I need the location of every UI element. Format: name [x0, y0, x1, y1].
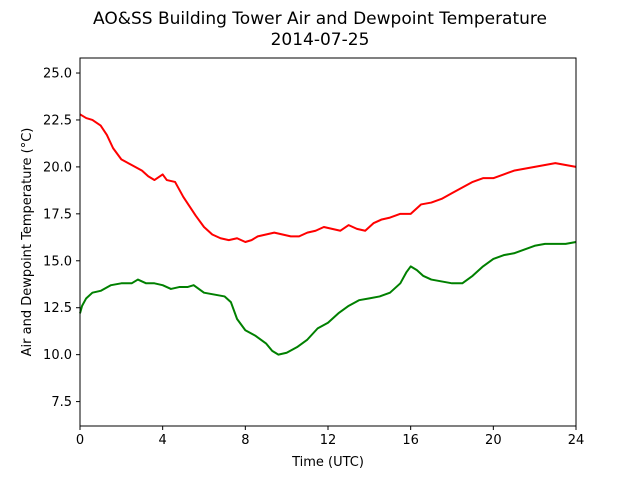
y-tick-label: 20.0	[43, 160, 72, 175]
series-line-0	[79, 113, 577, 243]
x-tick-label: 20	[485, 433, 502, 448]
y-tick-label: 7.5	[51, 395, 72, 410]
y-tick-label: 17.5	[43, 207, 72, 222]
y-tick-label: 12.5	[43, 301, 72, 316]
x-tick-label: 0	[76, 433, 84, 448]
y-tick-label: 22.5	[43, 113, 72, 128]
y-tick-label: 25.0	[43, 67, 72, 82]
x-tick-label: 24	[568, 433, 585, 448]
x-tick-label: 4	[159, 433, 167, 448]
series-line-1	[79, 241, 577, 356]
x-tick-label: 8	[241, 433, 249, 448]
x-tick-label: 16	[402, 433, 419, 448]
x-tick-label: 12	[320, 433, 337, 448]
y-tick-label: 15.0	[43, 254, 72, 269]
x-axis-label: Time (UTC)	[291, 455, 364, 470]
chart-subtitle: 2014-07-25	[271, 30, 370, 50]
chart-title: AO&SS Building Tower Air and Dewpoint Te…	[93, 9, 547, 29]
y-tick-label: 10.0	[43, 348, 72, 363]
plot-area	[79, 113, 577, 356]
y-axis: 7.5 10.0 12.5 15.0 17.5 20.0 22.5 25.0	[43, 67, 80, 410]
plot-frame	[79, 57, 577, 427]
x-axis: 0 4 8 12 16 20 24	[76, 426, 584, 448]
y-axis-label: Air and Dewpoint Temperature (°C)	[20, 128, 35, 357]
